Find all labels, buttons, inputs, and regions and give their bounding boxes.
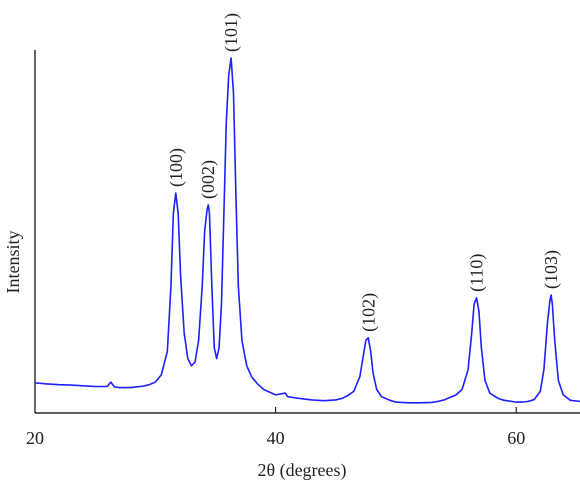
x-axis-label: 2θ (degrees) [257,460,346,481]
peak-label: (002) [198,160,219,199]
xrd-pattern [34,57,580,404]
peak-label: (102) [358,293,379,332]
peak-label: (101) [221,13,242,52]
peak-label: (100) [166,148,187,187]
y-axis-label: Intensity [3,231,23,294]
peak-label: (110) [467,254,488,292]
x-tick-label: 60 [507,428,525,448]
x-tick-label: 20 [26,428,44,448]
peak-label: (103) [541,250,562,289]
x-tick-label: 40 [267,428,285,448]
